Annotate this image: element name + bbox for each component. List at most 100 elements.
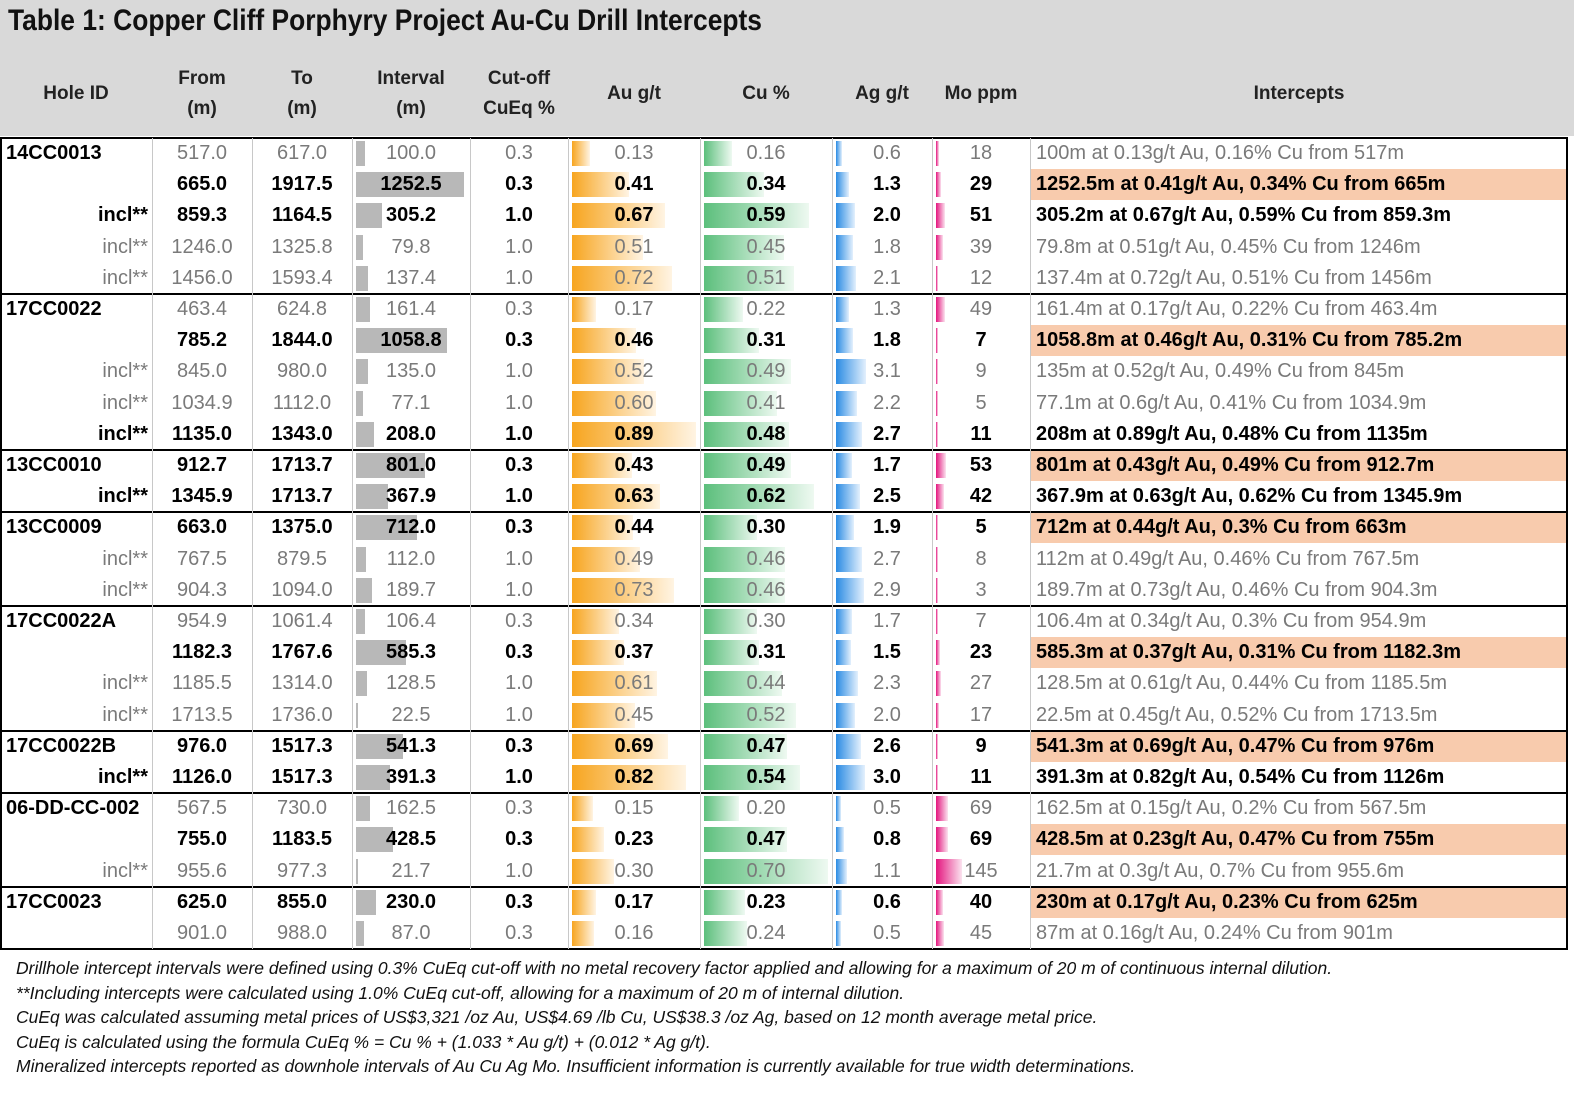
ag-value: 1.9 <box>873 516 901 538</box>
table-row: incl** 1345.9 1713.7 367.9 1.0 0.63 0.62 2.5 42 3… <box>0 481 1568 512</box>
interval-value: 189.7 <box>385 579 437 601</box>
mo-value: 7 <box>975 610 987 632</box>
au-value-bar <box>572 235 643 260</box>
interval-value-bar <box>356 422 374 447</box>
au-value: 0.89 <box>614 423 654 445</box>
to-value: 1844.0 <box>271 329 333 351</box>
from-value: 1135.0 <box>171 423 233 445</box>
au-value-bar <box>572 827 604 852</box>
table-row: 976.0 1517.3 541.3 0.3 0.69 0.47 2.6 9 541.3m at… <box>0 731 1568 762</box>
table-row: 625.0 855.0 230.0 0.3 0.17 0.23 0.6 40 230m at 0… <box>0 887 1568 918</box>
incl-label: incl** <box>102 548 148 570</box>
col-header-to: To (m) <box>287 68 317 119</box>
ag-value: 3.0 <box>873 766 901 788</box>
ag-value: 2.7 <box>873 423 901 445</box>
hole-id: 06-DD-CC-002 <box>6 797 140 819</box>
interval-value: 585.3 <box>385 641 437 663</box>
interval-value-bar <box>356 703 358 728</box>
interval-value-bar <box>356 515 417 540</box>
to-value: 730.0 <box>276 797 328 819</box>
cutoff-value: 1.0 <box>505 548 533 570</box>
table-row: incl** 1034.9 1112.0 77.1 1.0 0.60 0.41 2.2 5 77.… <box>0 388 1568 419</box>
mo-value: 45 <box>969 922 993 944</box>
column-divider <box>352 138 353 949</box>
table-row: 755.0 1183.5 428.5 0.3 0.23 0.47 0.8 69 428.5m a… <box>0 824 1568 855</box>
hole-group-border <box>0 605 1568 732</box>
au-value: 0.17 <box>614 298 654 320</box>
mo-value-bar <box>936 203 945 228</box>
cu-value: 0.16 <box>746 142 786 164</box>
intercept-text: 391.3m at 0.82g/t Au, 0.54% Cu from 1126… <box>1036 766 1445 788</box>
table-row: incl** 767.5 879.5 112.0 1.0 0.49 0.46 2.7 8 112m… <box>0 544 1568 575</box>
col-header-cu: Cu % <box>742 83 790 104</box>
to-value: 1767.6 <box>271 641 333 663</box>
mo-value: 5 <box>975 392 987 414</box>
ag-value: 1.5 <box>873 641 901 663</box>
interval-value: 21.7 <box>391 860 431 882</box>
au-value: 0.34 <box>614 610 654 632</box>
to-value: 1713.7 <box>271 485 333 507</box>
cu-value-bar <box>704 921 747 946</box>
cu-value: 0.34 <box>746 173 786 195</box>
cu-value: 0.22 <box>746 298 786 320</box>
table-row: incl** 1456.0 1593.4 137.4 1.0 0.72 0.51 2.1 12 1… <box>0 263 1568 294</box>
column-divider <box>568 138 569 949</box>
interval-value: 1058.8 <box>380 329 442 351</box>
footnote: **Including intercepts were calculated u… <box>16 982 905 1003</box>
to-value: 879.5 <box>276 548 328 570</box>
mo-value-bar <box>936 640 940 665</box>
mo-value-bar <box>936 921 944 946</box>
column-divider <box>932 138 933 949</box>
hole-id: 17CC0022B <box>6 735 117 757</box>
cu-value: 0.46 <box>746 579 786 601</box>
intercept-text: 208m at 0.89g/t Au, 0.48% Cu from 1135m <box>1036 423 1428 445</box>
table-row: incl** 1185.5 1314.0 128.5 1.0 0.61 0.44 2.3 27 1… <box>0 668 1568 699</box>
ag-value: 1.3 <box>873 298 901 320</box>
table-row: 954.9 1061.4 106.4 0.3 0.34 0.30 1.7 7 106.4m at… <box>0 606 1568 637</box>
from-value: 767.5 <box>176 548 228 570</box>
ag-value-bar <box>836 859 847 884</box>
table-row: 517.0 617.0 100.0 0.3 0.13 0.16 0.6 18 100m at 0… <box>0 138 1568 169</box>
ag-value-bar <box>836 796 841 821</box>
interval-value-bar <box>356 297 370 322</box>
ag-value-bar <box>836 453 852 478</box>
ag-value-bar <box>836 515 854 540</box>
cutoff-value: 0.3 <box>505 797 533 819</box>
incl-label: incl** <box>102 360 148 382</box>
au-value-bar <box>572 671 657 696</box>
mo-value: 12 <box>969 267 993 289</box>
au-value: 0.60 <box>614 392 654 414</box>
to-value: 1061.4 <box>271 610 333 632</box>
table-row: incl** 1126.0 1517.3 391.3 1.0 0.82 0.54 3.0 11 3… <box>0 762 1568 793</box>
au-value-bar <box>572 890 596 915</box>
mo-value-bar <box>936 515 938 540</box>
au-value: 0.41 <box>614 173 654 195</box>
interval-value-bar <box>356 547 366 572</box>
intercept-text: 541.3m at 0.69g/t Au, 0.47% Cu from 976m <box>1036 735 1435 757</box>
from-value: 901.0 <box>176 922 228 944</box>
to-value: 617.0 <box>276 142 328 164</box>
ag-value: 0.5 <box>873 797 901 819</box>
column-divider <box>700 138 701 949</box>
mo-value: 7 <box>975 329 987 351</box>
hole-id: 14CC0013 <box>6 142 102 164</box>
cutoff-value: 1.0 <box>505 423 533 445</box>
cutoff-value: 0.3 <box>505 610 533 632</box>
mo-value-bar <box>936 765 938 790</box>
au-value-bar <box>572 515 633 540</box>
intercept-text: 87m at 0.16g/t Au, 0.24% Cu from 901m <box>1036 922 1393 944</box>
cu-value: 0.51 <box>746 267 786 289</box>
interval-value-bar <box>356 671 367 696</box>
to-value: 1736.0 <box>271 704 333 726</box>
mo-value-bar <box>936 141 939 166</box>
cu-value-bar <box>704 796 739 821</box>
column-divider <box>252 138 253 949</box>
interval-value: 135.0 <box>385 360 437 382</box>
au-value-bar <box>572 640 624 665</box>
intercept-text: 189.7m at 0.73g/t Au, 0.46% Cu from 904.… <box>1036 579 1438 601</box>
interval-value: 77.1 <box>391 392 431 414</box>
hole-group-border <box>0 886 1568 950</box>
au-value: 0.69 <box>614 735 654 757</box>
interval-value-bar <box>356 203 382 228</box>
hole-id: 17CC0022 <box>6 298 102 320</box>
